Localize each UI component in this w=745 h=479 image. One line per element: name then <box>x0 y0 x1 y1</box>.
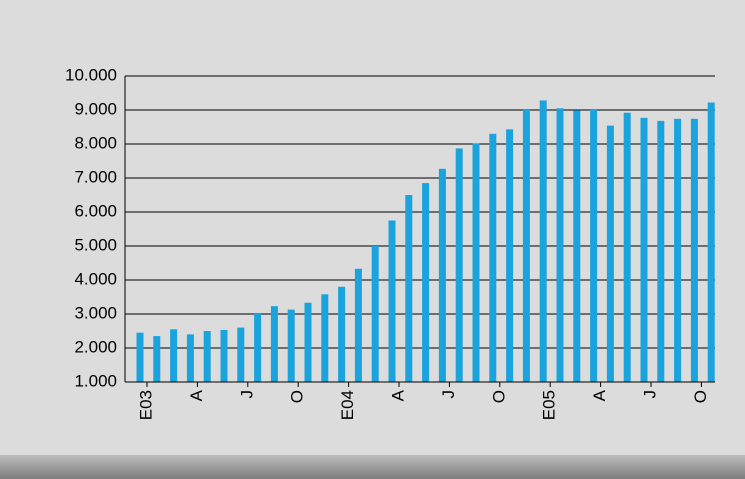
y-tick-label: 4.000 <box>74 269 117 288</box>
bar <box>489 133 497 382</box>
bar <box>220 329 228 382</box>
x-tick-label: A <box>187 389 206 401</box>
bar <box>321 294 329 382</box>
bar <box>522 108 530 382</box>
bar <box>674 118 682 382</box>
y-tick-label: 6.000 <box>74 201 117 220</box>
x-tick-label: J <box>439 390 458 399</box>
y-tick-label: 3.000 <box>74 303 117 322</box>
bar <box>640 117 648 382</box>
bar <box>472 143 480 382</box>
bar <box>304 302 312 382</box>
bar <box>203 331 211 382</box>
bar <box>539 100 547 382</box>
x-tick-label: E04 <box>338 390 357 420</box>
x-tick-label: E03 <box>136 390 155 420</box>
bar <box>690 118 698 382</box>
bar <box>338 286 346 382</box>
x-tick-label: J <box>237 390 256 399</box>
y-tick-label: 2.000 <box>74 337 117 356</box>
bar <box>455 148 463 382</box>
bar <box>287 309 295 382</box>
bar <box>707 102 715 383</box>
bar <box>405 195 413 382</box>
bar <box>506 129 514 382</box>
bar <box>371 246 379 382</box>
bar <box>254 312 262 382</box>
x-tick-label: O <box>691 390 710 403</box>
y-tick-label: 10.000 <box>65 65 117 84</box>
bar <box>422 183 430 382</box>
bar <box>657 120 665 382</box>
bar <box>606 125 614 382</box>
bar <box>623 112 631 382</box>
x-tick-label: O <box>288 390 307 403</box>
bar <box>153 336 161 382</box>
bar <box>170 329 178 382</box>
bar <box>590 108 598 382</box>
y-tick-label: 7.000 <box>74 167 117 186</box>
bar <box>237 327 245 382</box>
bar <box>354 268 362 382</box>
bar <box>388 220 396 382</box>
bar <box>556 108 564 383</box>
x-tick-label: E05 <box>540 390 559 420</box>
y-tick-label: 9.000 <box>74 99 117 118</box>
y-tick-label: 1.000 <box>74 371 117 390</box>
bar <box>270 306 278 382</box>
x-tick-label: A <box>388 389 407 401</box>
y-tick-label: 5.000 <box>74 235 117 254</box>
bar <box>186 334 194 382</box>
x-tick-label: O <box>489 390 508 403</box>
x-tick-label: J <box>640 390 659 399</box>
bar <box>573 110 581 382</box>
bar <box>438 168 446 382</box>
bar <box>136 332 144 382</box>
footer-band <box>0 455 745 479</box>
y-tick-label: 8.000 <box>74 133 117 152</box>
x-tick-label: A <box>590 389 609 401</box>
